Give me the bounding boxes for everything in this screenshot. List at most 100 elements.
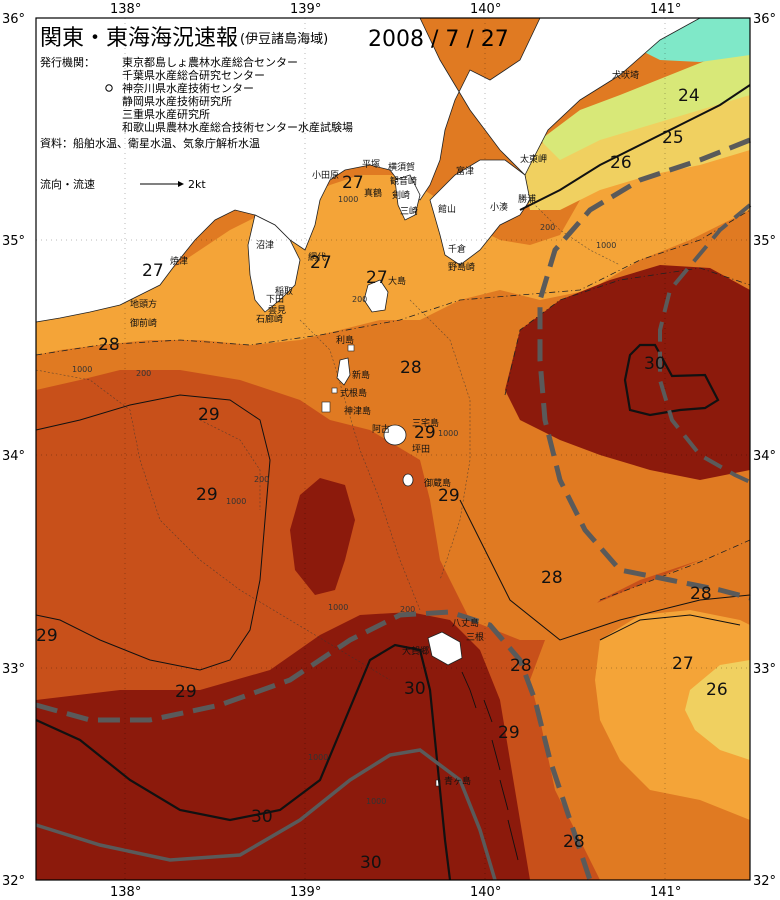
depth-label: 200 — [136, 369, 151, 378]
isotherm-label: 30 — [404, 679, 426, 699]
isotherm-label: 27 — [366, 268, 388, 288]
current-arrow-icon — [507, 819, 519, 861]
depth-label: 1000 — [308, 753, 328, 762]
place-label: 太東岬 — [520, 153, 547, 165]
depth-label: 200 — [352, 295, 367, 304]
isotherm-label: 30 — [360, 853, 382, 873]
depth-label: 200 — [400, 605, 415, 614]
lat-label-left: 34° — [2, 449, 25, 464]
place-label: 青ヶ島 — [444, 775, 471, 787]
agency-item: 東京都島しょ農林水産総合センター — [122, 55, 298, 69]
map-frame — [35, 17, 751, 881]
isotherm-labels: 24 25 26 27 27 27 27 28 28 29 29 29 29 3… — [36, 86, 728, 873]
isotherm-label: 29 — [36, 626, 58, 646]
isotherm-label: 28 — [400, 358, 422, 378]
place-label: 稲取 — [275, 285, 293, 297]
agency-item: 静岡県水産技術研究所 — [122, 94, 232, 108]
isotherm-label: 30 — [251, 807, 273, 827]
depth-label: 200 — [254, 475, 269, 484]
map-subtitle: (伊豆諸島海域) — [240, 31, 328, 47]
place-label: 横須賀 — [388, 161, 415, 173]
place-label: 大島 — [388, 275, 406, 287]
isotherm-label: 30 — [644, 354, 666, 374]
map-date: 2008 / 7 / 27 — [368, 27, 509, 52]
land-kozushima — [321, 401, 331, 413]
lat-label-left: 32° — [2, 874, 25, 889]
data-sources: 資料：船舶水温、衛星水温、気象庁解析水温 — [40, 136, 260, 150]
land-group — [35, 17, 701, 787]
isotherm-label: 27 — [142, 261, 164, 281]
place-label: 観音崎 — [390, 175, 417, 187]
isotherm-label: 26 — [706, 680, 728, 700]
land-mikurajima — [402, 473, 414, 487]
lon-label-top: 140° — [470, 2, 501, 17]
lat-label-left: 36° — [2, 12, 25, 27]
agency-marker-icon — [105, 84, 113, 92]
depth-label: 1000 — [338, 195, 358, 204]
sst-area-27-coastal — [36, 120, 750, 355]
place-label: 御前崎 — [130, 317, 157, 329]
place-label: 坪田 — [412, 444, 430, 455]
land-miyakejima — [383, 424, 407, 446]
place-label: 新島 — [352, 369, 370, 381]
land-hachijojima — [427, 631, 463, 666]
place-label: 小湊 — [490, 201, 508, 213]
isotherm-29-west — [35, 394, 271, 671]
current-scale-label: 2kt — [188, 178, 206, 191]
place-label: 利島 — [336, 334, 354, 346]
lon-label-top: 139° — [290, 2, 321, 17]
agency-item: 三重県水産研究所 — [122, 107, 210, 121]
depth-label: 1000 — [226, 497, 246, 506]
place-label: 三宅島 — [412, 417, 439, 429]
place-label: 真鶴 — [364, 187, 382, 199]
isotherm-label: 28 — [563, 832, 585, 852]
place-label: 沼津 — [256, 240, 274, 251]
place-label: 犬吠埼 — [612, 69, 639, 81]
lat-label-left: 35° — [2, 234, 25, 249]
isotherm-28-east — [459, 499, 751, 641]
kuroshio-axis-main — [35, 609, 593, 881]
land-shikinejima — [331, 387, 338, 394]
lon-label-top: 138° — [110, 2, 141, 17]
sst-area-25 — [540, 50, 750, 160]
place-label: 雲見 — [268, 305, 286, 316]
land-toshima — [347, 344, 355, 352]
sst-area-26-southeast — [685, 660, 750, 760]
place-label: 剣崎 — [392, 189, 410, 201]
current-arrow-icon — [469, 689, 477, 709]
land-boso-peninsula — [429, 159, 531, 266]
kuroshio-axis-south-solid — [35, 748, 497, 881]
place-label: 御蔵島 — [424, 477, 451, 489]
map-title: 関東・東海海況速報 — [40, 26, 238, 51]
depth-label: 1000 — [366, 797, 386, 806]
place-label: 三崎 — [400, 205, 418, 217]
graticule-grid — [36, 18, 750, 880]
lon-label-top: 141° — [650, 2, 681, 17]
header: 関東・東海海況速報 (伊豆諸島海域) 2008 / 7 / 27 発行機関： 東… — [40, 26, 509, 191]
current-arrow-icon — [483, 699, 493, 723]
sst-area-30-south — [36, 612, 530, 880]
current-vectors — [461, 671, 519, 861]
place-label: 八丈島 — [452, 617, 479, 629]
lon-label-bottom: 138° — [110, 885, 141, 900]
isotherm-label: 25 — [662, 128, 684, 148]
isotherm-25 — [519, 84, 751, 211]
depth-label: 1000 — [72, 365, 92, 374]
isotherm-label: 29 — [175, 682, 197, 702]
lat-label-left: 33° — [2, 662, 25, 677]
isotherm-label: 29 — [498, 723, 520, 743]
place-names: 犬吠埼 太東岬 勝浦 小湊 富津 館山 千倉 野島崎 横須賀 観音崎 剣崎 三崎… — [130, 69, 639, 787]
place-label: 焼津 — [170, 256, 188, 267]
isotherm-label: 27 — [342, 173, 364, 193]
isotherm-label: 28 — [690, 584, 712, 604]
kuroshio-axis-east-2 — [658, 203, 752, 484]
isotherm-30-east — [623, 343, 720, 417]
current-arrow-icon — [461, 671, 471, 691]
depth-labels: 1000 200 1000 200 1000 200 1000 200 1000… — [72, 195, 616, 806]
isotherm-label: 26 — [610, 153, 632, 173]
agency-item: 和歌山県農林水産総合技術センター水産試験場 — [122, 120, 353, 134]
land-izu-peninsula — [247, 214, 301, 313]
isotherm-label: 28 — [541, 568, 563, 588]
isotherm-label: 29 — [414, 423, 436, 443]
land-miura-peninsula — [394, 174, 421, 221]
